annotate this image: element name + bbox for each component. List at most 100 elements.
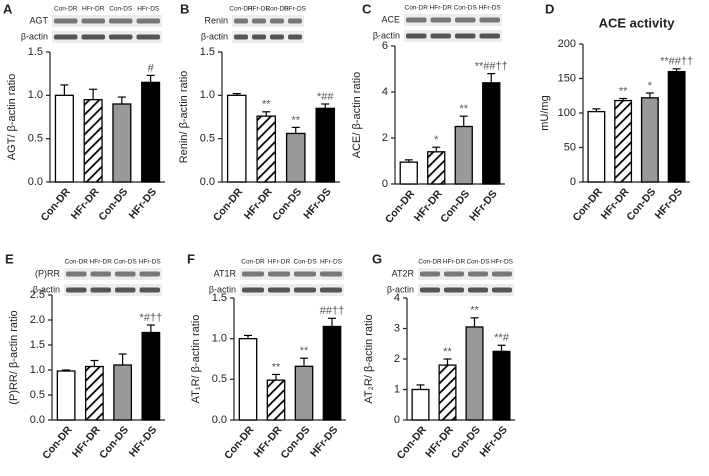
bar [256, 115, 277, 183]
x-tick-label: Con-DS [624, 186, 658, 223]
y-tick-label: 2.5 [30, 289, 45, 301]
significance-label: * [648, 80, 653, 92]
y-tick-label: 1.0 [200, 89, 215, 101]
blot-band [430, 17, 451, 23]
blot-band [139, 287, 160, 293]
lane-label: Con-DR [54, 6, 78, 13]
bar [285, 132, 306, 183]
y-axis-label: AT₁R/ β-actin ratio [190, 315, 202, 404]
blot-band [66, 287, 87, 293]
blot-row-label: AT1R [214, 268, 237, 278]
bar [84, 365, 104, 421]
lane-label: Con-DS [466, 259, 490, 266]
significance-label: **##†† [660, 56, 693, 68]
blot-band [90, 271, 111, 277]
blot-band [430, 33, 451, 39]
x-tick-label: HFr-DS [127, 186, 159, 221]
y-tick-label: 150 [558, 72, 576, 84]
blot-band [54, 18, 78, 24]
bar [667, 70, 686, 183]
x-tick-label: Con-DS [278, 424, 312, 461]
bar [294, 365, 314, 421]
significance-label: **# [494, 332, 510, 344]
y-axis-label: AGT/ β-actin ratio [6, 74, 18, 160]
blot-band [115, 271, 136, 277]
y-axis-label: (P)RR/ β-actin ratio [8, 310, 20, 404]
blot-band [136, 18, 160, 24]
blot-band [492, 287, 512, 293]
y-tick-label: 1.5 [30, 339, 45, 351]
bar [141, 331, 161, 421]
bar [614, 99, 633, 183]
lane-label: HFr-DR [82, 6, 105, 13]
bar [322, 325, 342, 421]
y-axis-label: ACE/ β-actin ratio [351, 72, 363, 158]
panel-letter: F [187, 251, 195, 266]
y-tick-label: 100 [558, 107, 576, 119]
blot-band [136, 34, 160, 40]
bar [399, 161, 418, 185]
blot-band [420, 287, 440, 293]
significance-label: ** [470, 305, 479, 317]
bar [56, 370, 76, 421]
y-tick-label: 50 [564, 141, 576, 153]
blot-strip [418, 284, 514, 296]
blot-row-label: ACE [381, 14, 400, 24]
bar [465, 326, 484, 421]
blot-strip [404, 30, 502, 42]
x-tick-label: Con-DR [38, 186, 73, 224]
blot-strip [232, 15, 304, 27]
y-tick-label: 0.0 [30, 414, 45, 426]
blot-row-label: β-actin [209, 284, 236, 294]
significance-label: ** [459, 103, 468, 115]
lane-label: HFr-DR [443, 259, 466, 266]
x-tick-label: Con-DR [211, 186, 246, 224]
bar [113, 364, 133, 421]
blot-band [54, 34, 78, 40]
y-tick-label: 2 [394, 353, 400, 365]
blot-band [242, 287, 264, 293]
lane-label: HFr-DS [284, 6, 307, 13]
x-tick-label: Con-DR [222, 424, 257, 462]
bar [492, 350, 511, 421]
blot-band [252, 34, 266, 40]
y-tick-label: 1.5 [200, 46, 215, 58]
y-tick-label: 0 [570, 176, 576, 188]
significance-label: ** [291, 114, 300, 126]
blot-band [468, 271, 488, 277]
lane-label: Con-DR [418, 259, 442, 266]
y-tick-label: 1.0 [212, 333, 227, 345]
panel-letter: C [362, 1, 372, 16]
lane-label: HFr-DR [90, 259, 113, 266]
y-axis-label: mU/mg [539, 95, 551, 130]
bar [482, 82, 501, 185]
bar [141, 81, 161, 183]
bar [438, 364, 457, 421]
x-tick-label: Con-DR [570, 186, 605, 224]
x-tick-label: Con-DS [96, 186, 130, 223]
blot-row-label: AGT [29, 15, 48, 25]
y-tick-label: 1.0 [28, 89, 43, 101]
blot-band [115, 287, 136, 293]
blot-band [320, 287, 342, 293]
blot-band [406, 17, 427, 23]
bar [640, 97, 659, 183]
panel-letter: G [372, 251, 382, 266]
blot-band [320, 271, 342, 277]
panel-letter: B [180, 1, 189, 16]
x-tick-label: HFr-DS [653, 186, 685, 221]
bar [226, 94, 247, 183]
bar [454, 125, 473, 185]
x-tick-label: HFr-DS [308, 424, 340, 459]
blot-band [139, 271, 160, 277]
bar [427, 151, 446, 185]
bar [112, 103, 132, 183]
blot-row-label: β-actin [33, 284, 60, 294]
x-tick-label: Con-DS [97, 424, 131, 461]
x-tick-label: Con-DS [438, 188, 472, 225]
blot-band [479, 17, 500, 23]
blot-band [444, 271, 464, 277]
blot-row-label: β-actin [201, 31, 228, 41]
x-tick-label: Con-DR [383, 188, 418, 226]
lane-label: HFr-DS [320, 259, 343, 266]
